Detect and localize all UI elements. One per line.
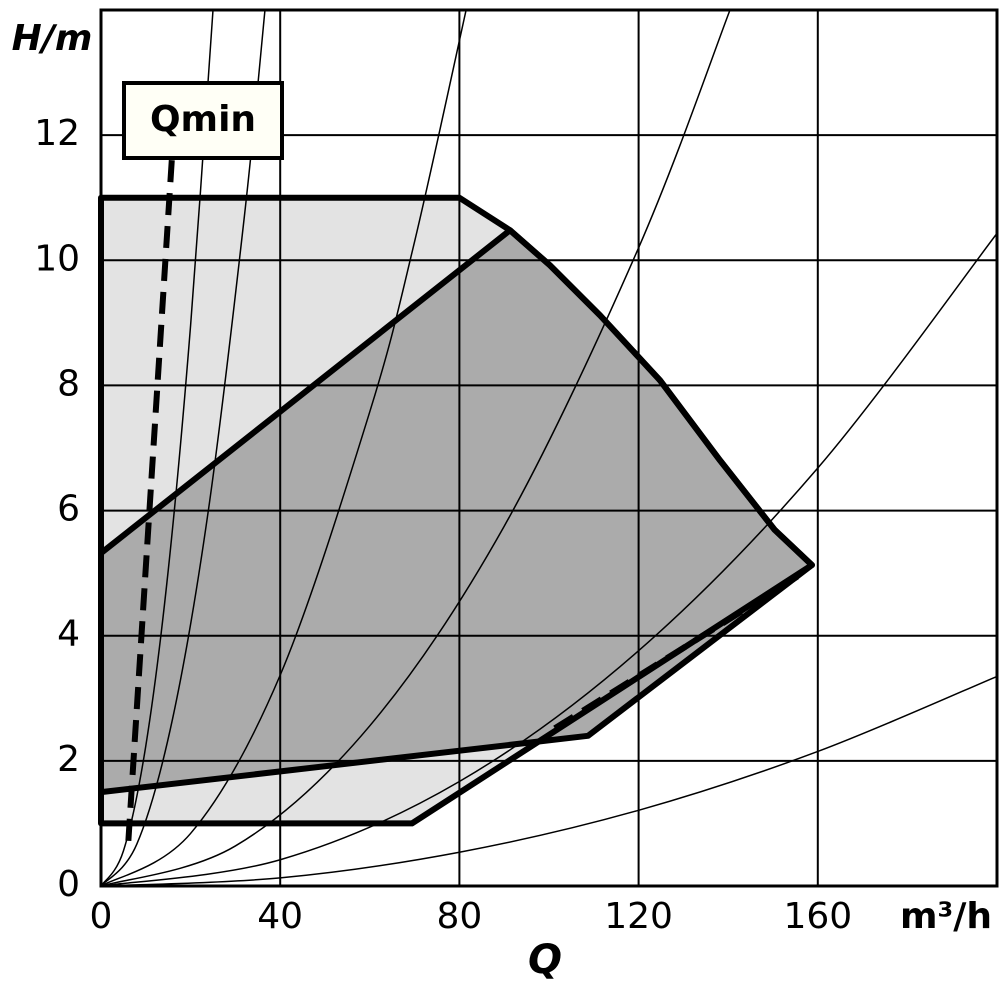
annotation: Qmin [150, 99, 256, 140]
y-tick-label: 8 [57, 363, 80, 404]
x-axis-label: Q [528, 937, 562, 983]
system-curve [101, 232, 997, 886]
y-tick-label: 2 [57, 739, 80, 780]
x-tick-label: 0 [90, 896, 113, 937]
x-tick-label: 120 [604, 896, 673, 937]
y-tick-label: 12 [34, 113, 80, 154]
x-tick-label: 160 [783, 896, 852, 937]
system-curve [101, 675, 997, 886]
system-curve [101, 10, 266, 886]
region-outline [98, 227, 815, 796]
qmin-line [124, 159, 175, 849]
y-tick-label: 4 [57, 614, 80, 655]
plot-border [99, 8, 999, 888]
system-curve [101, 10, 731, 886]
y-tick-label: 10 [34, 238, 80, 279]
y-tick-label: 6 [57, 489, 80, 530]
system-curve [101, 10, 467, 886]
x-tick-label: 80 [436, 896, 482, 937]
qmin-line [553, 572, 802, 731]
plot-area [98, 8, 999, 888]
y-tick-label: 0 [57, 864, 80, 905]
annotation-box [122, 81, 284, 160]
x-tick-label: 40 [257, 896, 303, 937]
y-axis-label: H/m [12, 18, 93, 59]
x-axis-unit: m³/h [900, 896, 992, 937]
